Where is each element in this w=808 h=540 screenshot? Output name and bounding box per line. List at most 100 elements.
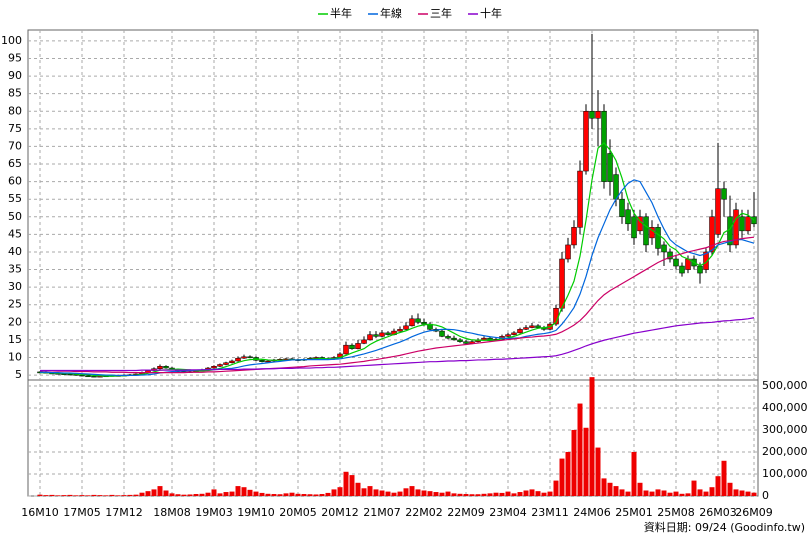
candle-body (577, 170, 583, 228)
y-tick-label: 10 (8, 350, 22, 363)
candle-body (91, 375, 97, 378)
volume-bar (409, 486, 415, 496)
candle-body (259, 360, 265, 362)
volume-bar (121, 495, 127, 496)
volume-bar (367, 486, 373, 496)
volume-bar (331, 489, 337, 496)
ma-line (40, 317, 755, 372)
volume-bar (85, 495, 91, 496)
candle-body (457, 339, 463, 342)
candle-body (625, 209, 631, 225)
y-tick-label: 5 (15, 368, 22, 381)
y-tick-label: 60 (8, 175, 22, 188)
candle-body (223, 362, 229, 365)
volume-bar (217, 493, 223, 496)
volume-bar (679, 493, 685, 496)
volume-bar (745, 491, 751, 496)
volume-bar (43, 495, 49, 496)
volume-bar (709, 487, 715, 496)
candle-body (613, 174, 619, 200)
candle-body (421, 322, 427, 325)
volume-bar (583, 427, 589, 496)
y-tick-label: 45 (8, 227, 22, 240)
volume-bar (199, 493, 205, 496)
candle-body (67, 373, 73, 376)
candle-body (601, 111, 607, 182)
volume-bar (115, 495, 121, 496)
y2-tick-label: 0 (762, 489, 769, 502)
volume-bar (259, 492, 265, 496)
candle-body (163, 366, 169, 369)
x-tick-label: 23M04 (489, 506, 527, 519)
y-tick-label: 35 (8, 263, 22, 276)
volume-bar (427, 491, 433, 496)
candle-body (589, 111, 595, 119)
volume-bar (607, 482, 613, 496)
volume-bar (379, 490, 385, 496)
x-tick-label: 20M05 (279, 506, 317, 519)
candle-body (607, 153, 613, 182)
footer-note: 資料日期: 09/24 (Goodinfo.tw) (644, 520, 805, 534)
volume-bar (547, 491, 553, 496)
volume-bar (319, 494, 325, 496)
volume-bar (229, 491, 235, 496)
volume-bar (523, 490, 529, 496)
candle-body (409, 318, 415, 327)
volume-bar (451, 493, 457, 496)
x-tick-label: 17M12 (105, 506, 143, 519)
volume-bar (727, 482, 733, 496)
candle-body (559, 258, 565, 309)
candle-body (703, 251, 709, 270)
volume-bar (253, 491, 259, 496)
volume-bar (685, 493, 691, 496)
volume-bar (553, 480, 559, 496)
candle-body (241, 356, 247, 359)
volume-bar (235, 486, 241, 496)
volume-bar (103, 495, 109, 496)
volume-bar (529, 489, 535, 496)
volume-bar (391, 492, 397, 496)
candle-body (229, 360, 235, 364)
volume-bar (595, 447, 601, 496)
volume-bar (373, 489, 379, 496)
volume-bar (361, 488, 367, 496)
volume-bar (439, 492, 445, 496)
x-tick-label: 26M09 (735, 506, 773, 519)
x-tick-label: 25M08 (657, 506, 695, 519)
volume-bar (211, 489, 217, 496)
volume-bar (157, 486, 163, 496)
candle-body (697, 265, 703, 274)
legend-label: 三年 (430, 6, 452, 20)
candle-body (529, 325, 535, 328)
candle-body (349, 344, 355, 349)
volume-bar (559, 458, 565, 496)
candle-body (679, 265, 685, 274)
y2-tick-label: 400,000 (762, 401, 808, 414)
candle-body (505, 334, 511, 337)
volume-bar (403, 488, 409, 496)
candle-body (79, 374, 85, 377)
volume-bar (187, 494, 193, 496)
x-tick-label: 19M10 (237, 506, 275, 519)
volume-bar (301, 494, 307, 496)
volume-bar (175, 494, 181, 496)
volume-bar (631, 451, 637, 496)
volume-bar (223, 492, 229, 496)
volume-bar (505, 491, 511, 496)
volume-bar (433, 492, 439, 496)
volume-bar (415, 489, 421, 496)
volume-bar (643, 490, 649, 496)
candle-body (535, 325, 541, 328)
y-tick-label: 50 (8, 210, 22, 223)
candle-body (715, 188, 721, 235)
x-tick-label: 19M03 (195, 506, 233, 519)
ma-line (40, 179, 755, 377)
candle-body (739, 216, 745, 232)
candle-body (451, 337, 457, 341)
volume-bar (49, 494, 55, 496)
volume-bar (73, 495, 79, 496)
candle-body (373, 334, 379, 337)
volume-bar (673, 491, 679, 496)
volume-bar (295, 493, 301, 496)
